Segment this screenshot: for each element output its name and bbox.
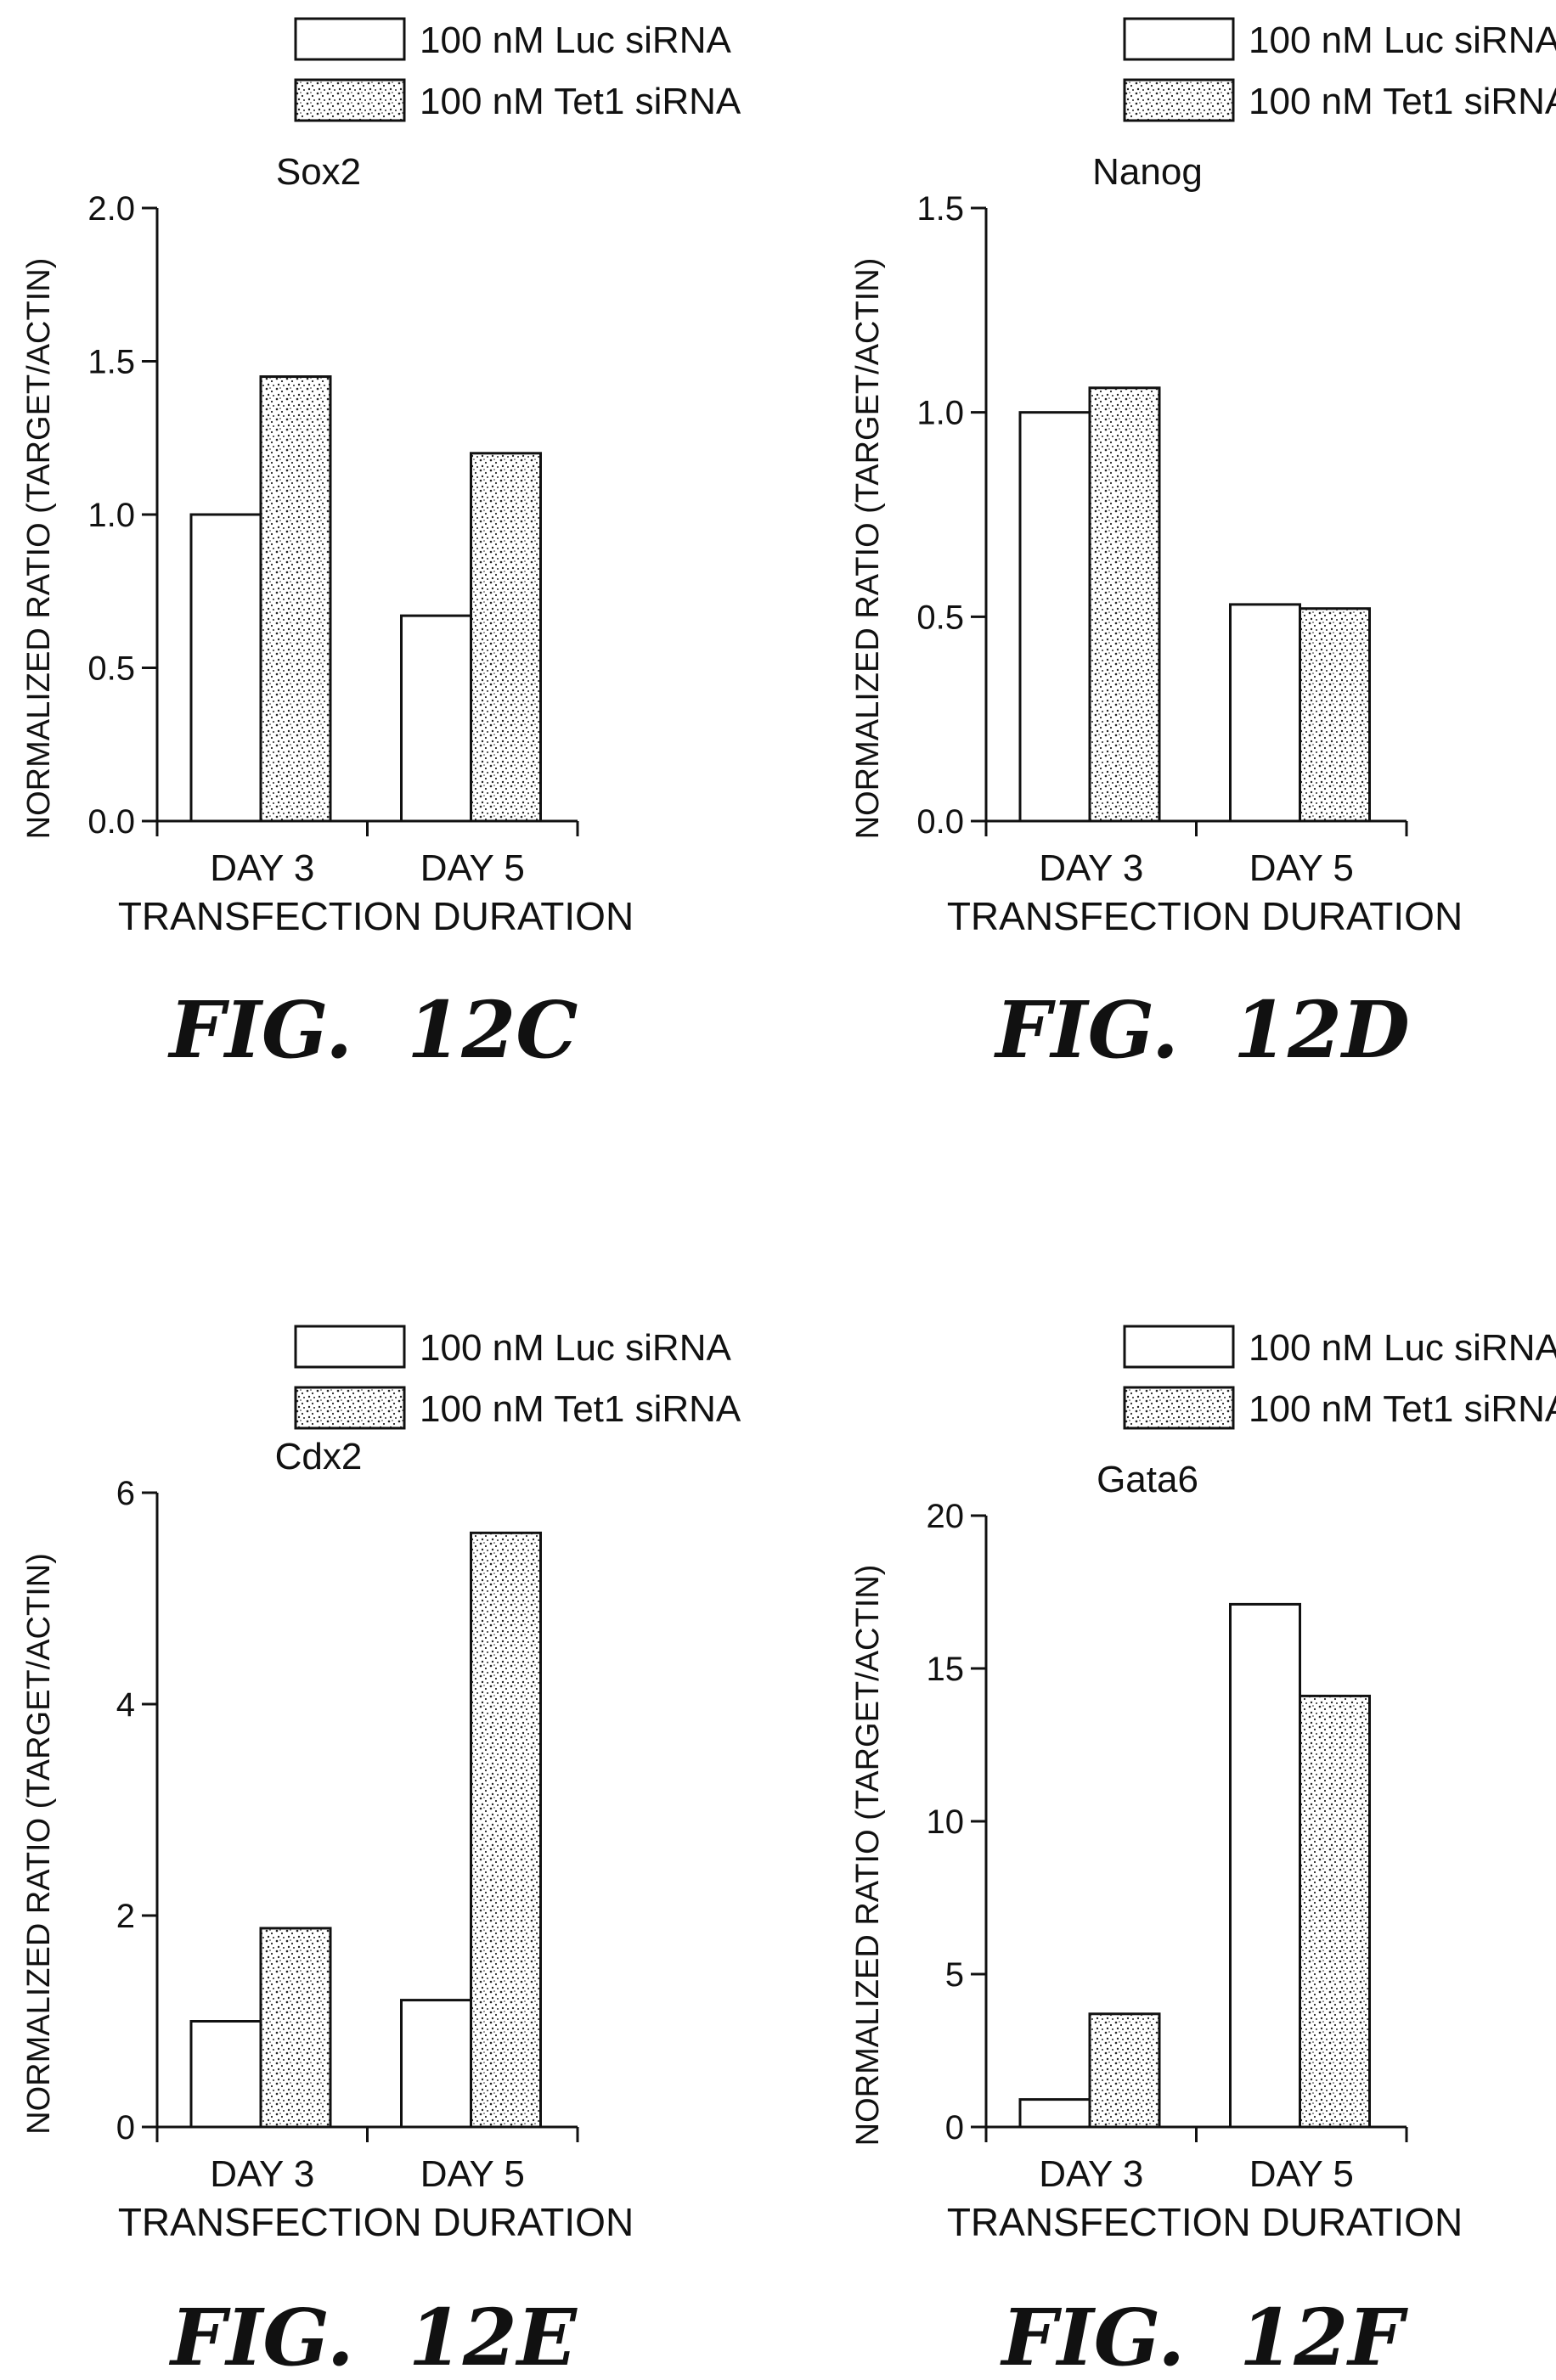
legend-swatch-tet1 [1123, 78, 1235, 122]
bar-luc-day5 [400, 614, 472, 823]
y-tick-label: 2.0 [87, 190, 135, 228]
bar-tet1-day5 [1299, 607, 1371, 823]
y-axis-label: NORMALIZED RATIO (TARGET/ACTIN) [21, 258, 57, 840]
legend-label-tet1: 100 nM Tet1 siRNA [420, 1388, 741, 1430]
y-axis-label: NORMALIZED RATIO (TARGET/ACTIN) [850, 1565, 886, 2147]
legend-swatch-luc [294, 1325, 406, 1369]
x-axis-label: TRANSFECTION DURATION [947, 894, 1463, 938]
chart-title: Cdx2 [275, 1436, 363, 1477]
figure-caption: FIG. 12E [168, 2292, 578, 2380]
legend: 100 nM Luc siRNA 100 nM Tet1 siRNA [1123, 1325, 1556, 1430]
y-tick-label: 0 [116, 2109, 135, 2147]
legend-swatch-luc [1123, 1325, 1235, 1369]
chart-panel-2: 100 nM Luc siRNA 100 nM Tet1 siRNA Cdx2 0 2 4… [21, 1325, 741, 2380]
y-tick-label: 0.0 [916, 803, 964, 841]
chart-title: Gata6 [1097, 1459, 1198, 1500]
legend-swatch-luc [294, 17, 406, 61]
y-axis-label: NORMALIZED RATIO (TARGET/ACTIN) [21, 1553, 57, 2135]
y-tick-label: 1.5 [87, 344, 135, 381]
x-category-label: DAY 5 [1249, 2153, 1354, 2195]
bar-tet1-day3 [1088, 2012, 1161, 2129]
y-tick-label: 5 [945, 1956, 964, 1994]
y-tick-label: 6 [116, 1475, 135, 1512]
y-tick-label: 4 [116, 1686, 135, 1724]
x-category-label: DAY 5 [1249, 847, 1354, 889]
legend-label-luc: 100 nM Luc siRNA [420, 1327, 731, 1369]
y-tick-label: 20 [927, 1498, 965, 1535]
legend-swatch-tet1 [294, 78, 406, 122]
bar-tet1-day5 [470, 452, 542, 823]
y-tick-label: 0.0 [87, 803, 135, 841]
y-tick-label: 10 [927, 1803, 965, 1841]
legend-label-tet1: 100 nM Tet1 siRNA [420, 81, 741, 122]
y-tick-label: 1.5 [916, 190, 964, 228]
figure-caption: FIG. 12D [993, 984, 1410, 1076]
x-category-label: DAY 5 [420, 847, 525, 889]
chart-title: Sox2 [276, 151, 361, 193]
x-axis-label: TRANSFECTION DURATION [118, 894, 634, 938]
y-tick-label: 0.5 [916, 599, 964, 636]
x-category-label: DAY 3 [1039, 847, 1143, 889]
legend-swatch-luc [1123, 17, 1235, 61]
bar-luc-day3 [1018, 2098, 1091, 2129]
bar-tet1-day5 [470, 1531, 542, 2129]
legend-label-luc: 100 nM Luc siRNA [1249, 20, 1556, 61]
legend-swatch-tet1 [1123, 1386, 1235, 1430]
legend-label-tet1: 100 nM Tet1 siRNA [1249, 81, 1556, 122]
bar-tet1-day3 [1088, 386, 1161, 823]
chart-title: Nanog [1092, 151, 1203, 193]
x-category-label: DAY 3 [1039, 2153, 1143, 2195]
bar-tet1-day5 [1299, 1694, 1371, 2129]
legend: 100 nM Luc siRNA 100 nM Tet1 siRNA [294, 17, 741, 122]
figure-caption: FIG. 12C [167, 984, 578, 1076]
legend-label-tet1: 100 nM Tet1 siRNA [1249, 1388, 1556, 1430]
bar-luc-day5 [1229, 1602, 1301, 2129]
bar-tet1-day3 [259, 1927, 332, 2129]
legend-swatch-tet1 [294, 1386, 406, 1430]
bar-luc-day3 [189, 513, 262, 823]
legend: 100 nM Luc siRNA 100 nM Tet1 siRNA [1123, 17, 1556, 122]
bar-luc-day5 [400, 1999, 472, 2129]
x-category-label: DAY 3 [210, 847, 314, 889]
legend: 100 nM Luc siRNA 100 nM Tet1 siRNA [294, 1325, 741, 1430]
y-tick-label: 1.0 [916, 395, 964, 432]
x-category-label: DAY 5 [420, 2153, 525, 2195]
legend-label-luc: 100 nM Luc siRNA [420, 20, 731, 61]
bar-tet1-day3 [259, 375, 332, 823]
y-tick-label: 0.5 [87, 650, 135, 688]
bar-luc-day3 [189, 2020, 262, 2129]
y-axis-label: NORMALIZED RATIO (TARGET/ACTIN) [850, 258, 886, 840]
chart-panel-0: 100 nM Luc siRNA 100 nM Tet1 siRNA Sox2 0.0… [21, 17, 741, 1076]
chart-panel-1: 100 nM Luc siRNA 100 nM Tet1 siRNA Nanog 0.… [850, 17, 1556, 1076]
figure-caption: FIG. 12F [999, 2292, 1408, 2380]
y-tick-label: 2 [116, 1898, 135, 1935]
y-tick-label: 15 [927, 1651, 965, 1688]
legend-label-luc: 100 nM Luc siRNA [1249, 1327, 1556, 1369]
chart-panel-3: 100 nM Luc siRNA 100 nM Tet1 siRNA Gata6 0 5… [850, 1325, 1556, 2380]
bar-luc-day3 [1018, 411, 1091, 823]
x-axis-label: TRANSFECTION DURATION [118, 2200, 634, 2244]
bar-luc-day5 [1229, 603, 1301, 823]
x-category-label: DAY 3 [210, 2153, 314, 2195]
y-tick-label: 1.0 [87, 497, 135, 534]
y-tick-label: 0 [945, 2109, 964, 2147]
x-axis-label: TRANSFECTION DURATION [947, 2200, 1463, 2244]
